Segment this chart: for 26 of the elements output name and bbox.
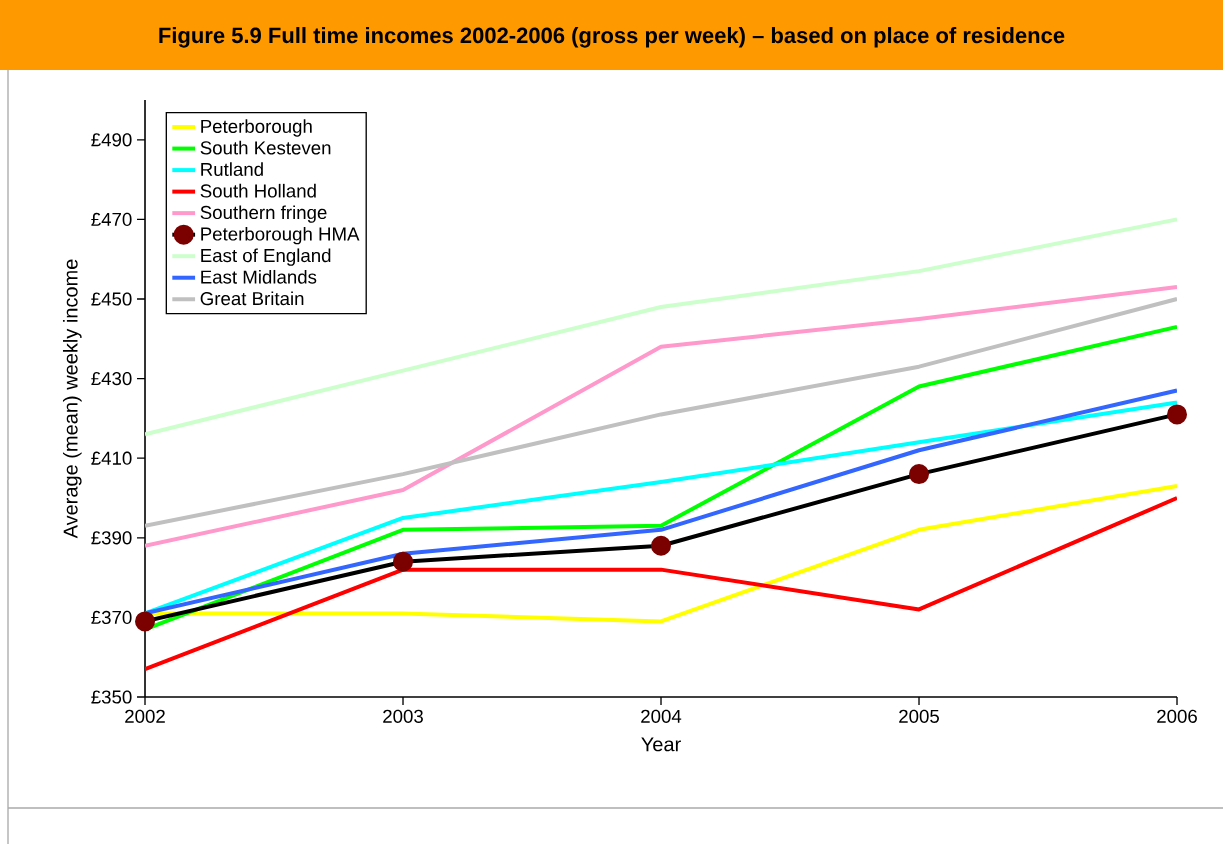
x-tick-label: 2006 (1157, 709, 1197, 723)
y-tick-label: £490 (91, 133, 132, 147)
legend-label: East Midlands (201, 269, 317, 284)
line-series (145, 496, 1178, 672)
y-tick-label: £430 (91, 371, 132, 386)
x-tick-label: 2005 (899, 709, 939, 723)
legend-label: Great Britain (200, 291, 304, 306)
y-tick-label: £350 (91, 690, 132, 704)
y-axis-title: Average (mean) weekly income (62, 259, 82, 539)
x-tick-label: 2002 (125, 709, 165, 723)
y-tick-label: £470 (91, 212, 132, 227)
y-tick-label: £390 (91, 531, 132, 545)
y-tick-label: £450 (91, 292, 132, 306)
legend-label: South Holland (200, 183, 316, 198)
legend-label: Peterborough (201, 119, 312, 137)
y-tick-label: £370 (91, 610, 132, 625)
x-tick-label: 2004 (641, 709, 682, 723)
y-tick-label: £410 (91, 451, 132, 465)
legend-label: East of England (201, 248, 331, 266)
legend-label: Southern fringe (200, 205, 327, 223)
chart-title: Figure 5.9 Full time incomes 2002-2006 (gross per week) – based on place of residence (159, 27, 1065, 48)
legend-label: South Kesteven (200, 140, 331, 155)
legend-label: Peterborough HMA (201, 226, 360, 245)
x-axis-title: Year (641, 737, 681, 752)
x-tick-label: 2003 (383, 709, 423, 723)
legend-label: Rutland (201, 162, 263, 177)
